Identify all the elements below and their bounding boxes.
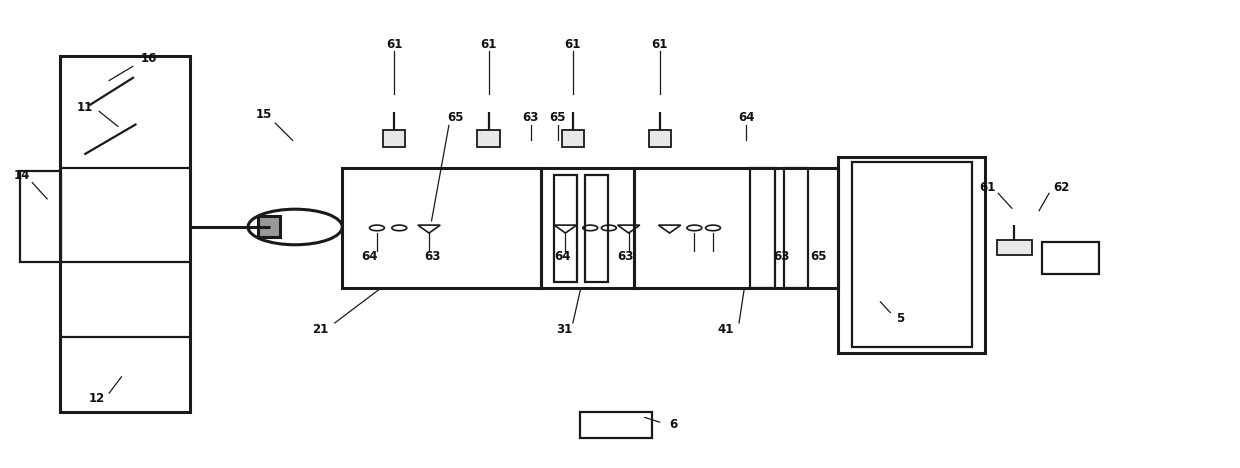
- Text: 63: 63: [773, 250, 790, 263]
- Text: 64: 64: [554, 250, 572, 263]
- Bar: [585, 175, 608, 282]
- Text: 65: 65: [810, 250, 827, 263]
- Bar: [838, 157, 985, 353]
- Text: 61: 61: [978, 181, 996, 194]
- Bar: [1042, 242, 1099, 274]
- Bar: [784, 168, 808, 288]
- Text: 5: 5: [897, 312, 904, 325]
- Text: 64: 64: [361, 250, 378, 263]
- Text: 61: 61: [480, 38, 497, 51]
- Text: 31: 31: [556, 323, 573, 336]
- Bar: [997, 240, 1032, 255]
- Text: 16: 16: [140, 52, 157, 65]
- Bar: [649, 130, 671, 147]
- Bar: [258, 216, 280, 237]
- Text: 61: 61: [386, 38, 403, 51]
- Text: 61: 61: [564, 38, 582, 51]
- Bar: [562, 130, 584, 147]
- Text: 63: 63: [522, 111, 539, 124]
- Bar: [60, 56, 190, 412]
- Text: 15: 15: [255, 108, 273, 121]
- Bar: [580, 412, 652, 438]
- Text: 6: 6: [670, 418, 677, 431]
- Bar: [852, 162, 972, 347]
- Bar: [750, 168, 775, 288]
- Text: 63: 63: [424, 250, 441, 263]
- Bar: [342, 168, 541, 288]
- Text: 63: 63: [616, 250, 634, 263]
- Text: 64: 64: [738, 111, 755, 124]
- Text: 11: 11: [76, 101, 93, 114]
- Text: 12: 12: [88, 392, 105, 405]
- Text: 61: 61: [651, 38, 668, 51]
- Bar: [20, 171, 61, 262]
- Text: 21: 21: [311, 323, 329, 336]
- Bar: [477, 130, 500, 147]
- Text: 65: 65: [446, 111, 464, 124]
- Bar: [383, 130, 405, 147]
- Text: 62: 62: [1053, 181, 1070, 194]
- Text: 41: 41: [717, 323, 734, 336]
- Bar: [541, 168, 634, 288]
- Text: 65: 65: [549, 111, 567, 124]
- Text: 14: 14: [14, 169, 31, 182]
- Bar: [634, 168, 838, 288]
- Bar: [554, 175, 577, 282]
